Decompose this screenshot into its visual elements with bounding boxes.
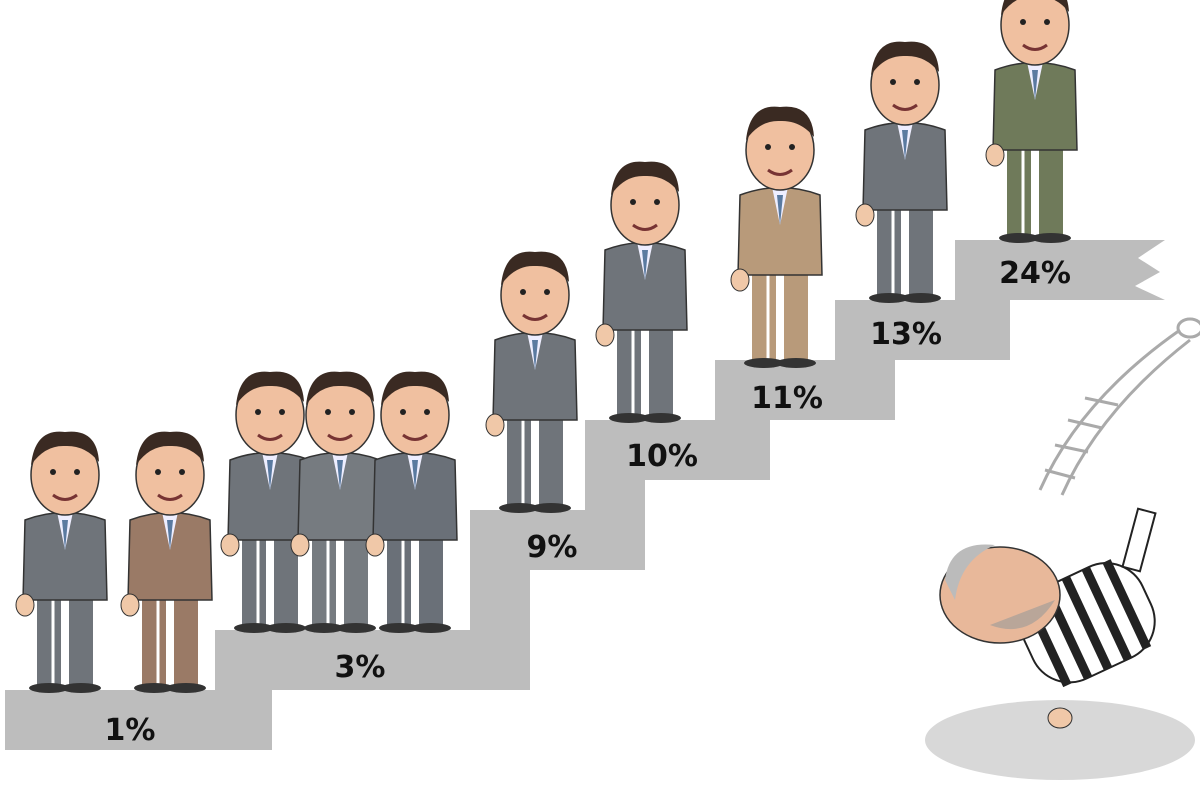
ladder-sketch	[1038, 317, 1200, 496]
step-label-2: 3%	[335, 650, 386, 685]
figure-1	[14, 430, 109, 695]
step-label-4: 10%	[626, 439, 698, 474]
prisoner-figure	[925, 507, 1195, 780]
figure-6	[484, 250, 579, 515]
staircase	[5, 240, 1165, 750]
step-label-1: 1%	[105, 713, 156, 748]
figure-9	[854, 40, 949, 305]
figure-2	[119, 430, 214, 695]
figure-10	[984, 0, 1079, 245]
figure-8	[729, 105, 824, 370]
figure-4	[289, 370, 384, 635]
figure-7	[594, 160, 689, 425]
step-label-6: 13%	[870, 317, 942, 352]
step-label-5: 11%	[751, 381, 823, 416]
step-label-7: 24%	[999, 256, 1071, 291]
step-label-3: 9%	[527, 530, 578, 565]
figure-5	[364, 370, 459, 635]
